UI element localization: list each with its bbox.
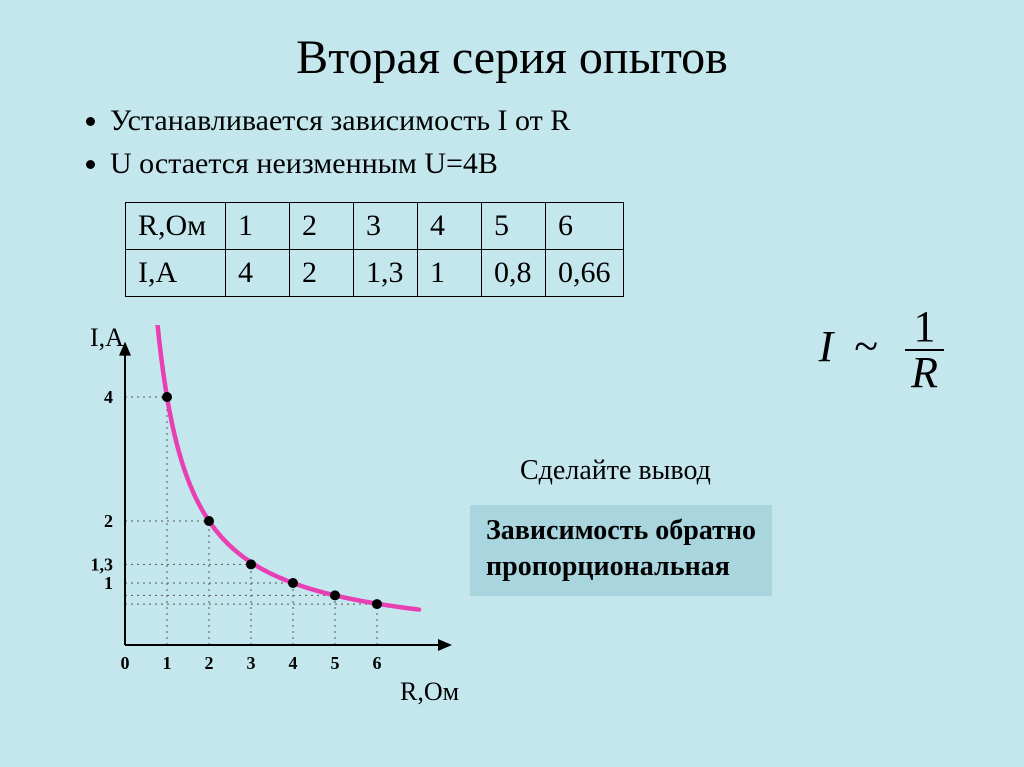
svg-text:3: 3 bbox=[247, 653, 256, 673]
data-table: R,Ом123456I,А421,310,80,66 bbox=[125, 202, 624, 297]
table-cell: 0,8 bbox=[482, 250, 546, 297]
table-cell: 4 bbox=[226, 250, 290, 297]
svg-text:1,3: 1,3 bbox=[91, 554, 114, 574]
conclusion-prompt: Сделайте вывод bbox=[520, 455, 711, 487]
table-cell: 6 bbox=[546, 203, 624, 250]
table-cell: 3 bbox=[354, 203, 418, 250]
bullet-item: Устанавливается зависимость I от R bbox=[110, 101, 984, 142]
svg-text:2: 2 bbox=[205, 653, 214, 673]
chart-svg: 012345611,324 bbox=[50, 325, 470, 685]
svg-text:5: 5 bbox=[331, 653, 340, 673]
bullet-list: Устанавливается зависимость I от R U ост… bbox=[40, 101, 984, 184]
table-cell: 2 bbox=[290, 203, 354, 250]
table-cell: 1 bbox=[226, 203, 290, 250]
y-axis-label: I,А bbox=[90, 323, 124, 353]
chart-block: I,А 012345611,324 R,Ом bbox=[50, 325, 480, 690]
x-axis-label: R,Ом bbox=[400, 677, 459, 707]
table-cell: 5 bbox=[482, 203, 546, 250]
data-table-wrap: R,Ом123456I,А421,310,80,66 bbox=[40, 202, 984, 297]
svg-text:1: 1 bbox=[104, 573, 113, 593]
svg-text:2: 2 bbox=[104, 511, 113, 531]
table-row-header: R,Ом bbox=[126, 203, 226, 250]
conclusion-line: Зависимость обратно bbox=[486, 513, 756, 549]
table-cell: 0,66 bbox=[546, 250, 624, 297]
bullet-item: U остается неизменным U=4В bbox=[110, 144, 984, 185]
table-cell: 1 bbox=[418, 250, 482, 297]
formula-lhs: I bbox=[819, 322, 834, 371]
svg-text:1: 1 bbox=[163, 653, 172, 673]
formula: I ~ 1 R bbox=[819, 305, 944, 397]
svg-text:6: 6 bbox=[373, 653, 382, 673]
lower-region: I,А 012345611,324 R,Ом I ~ 1 R Сделайте … bbox=[40, 325, 984, 745]
formula-denominator: R bbox=[905, 349, 944, 397]
table-cell: 4 bbox=[418, 203, 482, 250]
svg-text:4: 4 bbox=[289, 653, 298, 673]
formula-fraction: 1 R bbox=[905, 305, 944, 397]
conclusion-line: пропорциональная bbox=[486, 549, 756, 585]
formula-numerator: 1 bbox=[905, 305, 944, 349]
slide: Вторая серия опытов Устанавливается зави… bbox=[0, 0, 1024, 767]
table-cell: 1,3 bbox=[354, 250, 418, 297]
formula-relation: ~ bbox=[844, 322, 888, 371]
slide-title: Вторая серия опытов bbox=[40, 30, 984, 85]
svg-text:4: 4 bbox=[104, 387, 113, 407]
conclusion-box: Зависимость обратно пропорциональная bbox=[470, 505, 772, 596]
table-row-header: I,А bbox=[126, 250, 226, 297]
table-cell: 2 bbox=[290, 250, 354, 297]
svg-text:0: 0 bbox=[121, 653, 130, 673]
